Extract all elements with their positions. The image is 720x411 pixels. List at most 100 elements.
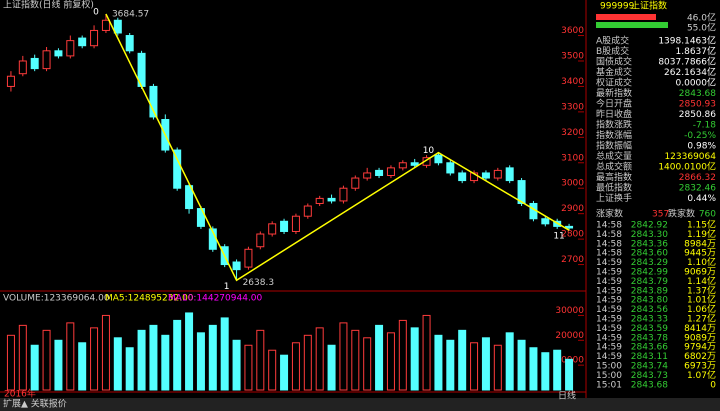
y-tick-label: 3500 bbox=[561, 51, 584, 61]
volume-bar bbox=[90, 327, 99, 391]
trade-time: 14:59 bbox=[596, 258, 622, 268]
volume-bar bbox=[113, 337, 122, 391]
trade-time: 14:59 bbox=[596, 277, 622, 287]
footer-link[interactable]: 扩展▲ 关联报价 bbox=[3, 398, 67, 410]
wave-label: 1 bbox=[224, 282, 230, 292]
bar bbox=[596, 14, 656, 20]
row-value: 2843.68 bbox=[679, 89, 716, 99]
volume-bar bbox=[78, 342, 87, 391]
candle-body bbox=[565, 225, 574, 229]
row-value: 2866.32 bbox=[679, 173, 716, 183]
trade-volume: 0 bbox=[710, 380, 716, 390]
row-value: 0.0000亿 bbox=[676, 77, 717, 89]
row-label: 国债成交 bbox=[596, 56, 632, 68]
volume-bar bbox=[458, 329, 467, 391]
candle-body bbox=[232, 261, 241, 271]
chart-title: 上证指数(日线 前复权) bbox=[3, 0, 94, 11]
volume-bar bbox=[351, 329, 360, 391]
y-tick-label: 3200 bbox=[561, 128, 584, 138]
row-value: 262.1634亿 bbox=[664, 66, 716, 78]
trade-volume: 1.07亿 bbox=[687, 369, 716, 381]
tab[interactable]: 日线 bbox=[558, 390, 576, 402]
candle-body bbox=[398, 162, 407, 169]
volume-bar bbox=[422, 314, 431, 391]
row-label: 指数涨跌 bbox=[596, 119, 632, 131]
candle-body bbox=[185, 185, 194, 210]
trade-volume: 1.01亿 bbox=[687, 294, 716, 306]
y-tick-label: 3100 bbox=[561, 153, 584, 163]
row-label: 总成交量 bbox=[596, 150, 632, 162]
volume-bar bbox=[327, 344, 336, 391]
row-label: 昨日收盘 bbox=[596, 108, 632, 120]
y-tick-label: 20000 bbox=[555, 331, 584, 341]
candle-body bbox=[315, 197, 324, 204]
footer-bar bbox=[0, 398, 720, 411]
trade-time: 14:59 bbox=[596, 286, 622, 296]
trade-price: 2843.29 bbox=[631, 258, 668, 268]
row-label: 总成交额 bbox=[596, 161, 632, 173]
trade-price: 2843.80 bbox=[631, 296, 668, 306]
trade-price: 2843.36 bbox=[631, 239, 668, 249]
trade-price: 2843.73 bbox=[631, 371, 668, 381]
y-tick-label: 2700 bbox=[561, 255, 584, 265]
volume-bar bbox=[339, 322, 348, 391]
candle-body bbox=[541, 218, 550, 225]
candle-body bbox=[6, 75, 15, 87]
volume-bar bbox=[410, 327, 419, 391]
volume-bar bbox=[303, 334, 312, 391]
trade-time: 14:58 bbox=[596, 230, 622, 240]
volume-bar bbox=[470, 342, 479, 391]
volume-bar bbox=[6, 334, 15, 391]
volume-bar bbox=[161, 334, 170, 391]
volume-bar bbox=[54, 339, 63, 391]
y-tick-label: 3400 bbox=[561, 77, 584, 87]
volume-bar bbox=[268, 349, 277, 391]
volume-bar bbox=[291, 342, 300, 391]
trade-price: 2843.11 bbox=[631, 352, 668, 362]
volume-bar bbox=[398, 319, 407, 391]
volume-bar bbox=[434, 334, 443, 391]
candle-body bbox=[113, 19, 122, 34]
candle-body bbox=[90, 29, 99, 47]
volume-bar bbox=[196, 332, 205, 391]
volume-bar bbox=[529, 347, 538, 391]
trade-volume: 9069万 bbox=[684, 268, 716, 278]
candle-body bbox=[268, 223, 277, 235]
candle-body bbox=[363, 172, 372, 179]
row-label: 最高指数 bbox=[596, 171, 632, 183]
volume-bar bbox=[386, 332, 395, 391]
candle-body bbox=[517, 180, 526, 204]
trade-time: 14:59 bbox=[596, 324, 622, 334]
candle-body bbox=[42, 50, 51, 70]
row-value: 0.98% bbox=[687, 142, 716, 152]
price-label: 2638.3 bbox=[243, 278, 275, 288]
label: 涨家数 bbox=[596, 208, 623, 220]
trade-time: 14:59 bbox=[596, 268, 622, 278]
row-value: 0.44% bbox=[687, 194, 716, 204]
row-label: A股成交 bbox=[596, 35, 629, 47]
trade-volume: 9089万 bbox=[684, 333, 716, 343]
candle-body bbox=[125, 35, 134, 52]
ma5: MA5:124895232.00 bbox=[105, 294, 194, 304]
row-label: 权证成交 bbox=[596, 77, 632, 89]
candle-body bbox=[303, 205, 312, 217]
wave-label: 11 bbox=[553, 232, 564, 242]
row-value: 1398.1463亿 bbox=[658, 35, 716, 47]
row-label: 最新指数 bbox=[596, 87, 632, 99]
candle-body bbox=[173, 149, 182, 189]
wave-line bbox=[105, 13, 570, 282]
y-tick-label: 3600 bbox=[561, 26, 584, 36]
y-tick-label: 30000 bbox=[555, 306, 584, 316]
trade-volume: 1.15亿 bbox=[687, 219, 716, 231]
volume-bar bbox=[315, 327, 324, 391]
volume-bar bbox=[185, 312, 194, 391]
candle-body bbox=[375, 169, 384, 176]
amount: 46.0亿 bbox=[687, 12, 716, 24]
candle-body bbox=[446, 162, 455, 174]
row-value: 8037.7866亿 bbox=[658, 56, 716, 68]
row-value: -7.18 bbox=[693, 121, 717, 131]
candle-body bbox=[244, 248, 253, 268]
trade-time: 14:59 bbox=[596, 315, 622, 325]
trade-price: 2843.60 bbox=[631, 249, 668, 259]
row-label: 指数涨幅 bbox=[596, 129, 632, 141]
